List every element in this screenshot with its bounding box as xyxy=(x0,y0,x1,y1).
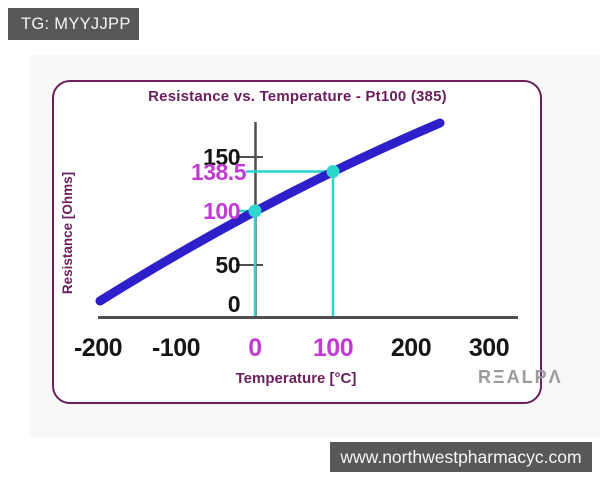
tg-label-overlay: TG: MYYJJPP xyxy=(8,8,139,40)
x-tick-label-200: 200 xyxy=(390,334,432,362)
x-tick-label-neg200: -200 xyxy=(73,334,123,362)
url-watermark-text: www.northwestpharmacyc.com xyxy=(340,446,582,467)
y-tick-label-100: 100 xyxy=(203,198,240,224)
url-watermark-overlay: www.northwestpharmacyc.com xyxy=(330,442,592,472)
x-axis-title: Temperature [°C] xyxy=(235,370,357,387)
y-tick-label-138.5: 138.5 xyxy=(190,159,247,185)
chart-title: Resistance vs. Temperature - Pt100 (385) xyxy=(148,88,447,105)
y-tick-label-50: 50 xyxy=(215,252,240,278)
y-tick-label-150: 150 xyxy=(203,144,240,170)
x-tick-label-neg100: -100 xyxy=(151,334,201,362)
x-tick-label-100: 100 xyxy=(312,334,354,362)
y-axis-title: Resistance [Ohms] xyxy=(60,171,75,295)
x-tick-label-300: 300 xyxy=(468,334,510,362)
realpars-brand-watermark: RΞALPΛ xyxy=(478,367,563,387)
y-tick-label-0: 0 xyxy=(227,291,241,317)
x-tick-label-0: 0 xyxy=(248,334,262,362)
tg-label-text: TG: MYYJJPP xyxy=(21,14,131,33)
